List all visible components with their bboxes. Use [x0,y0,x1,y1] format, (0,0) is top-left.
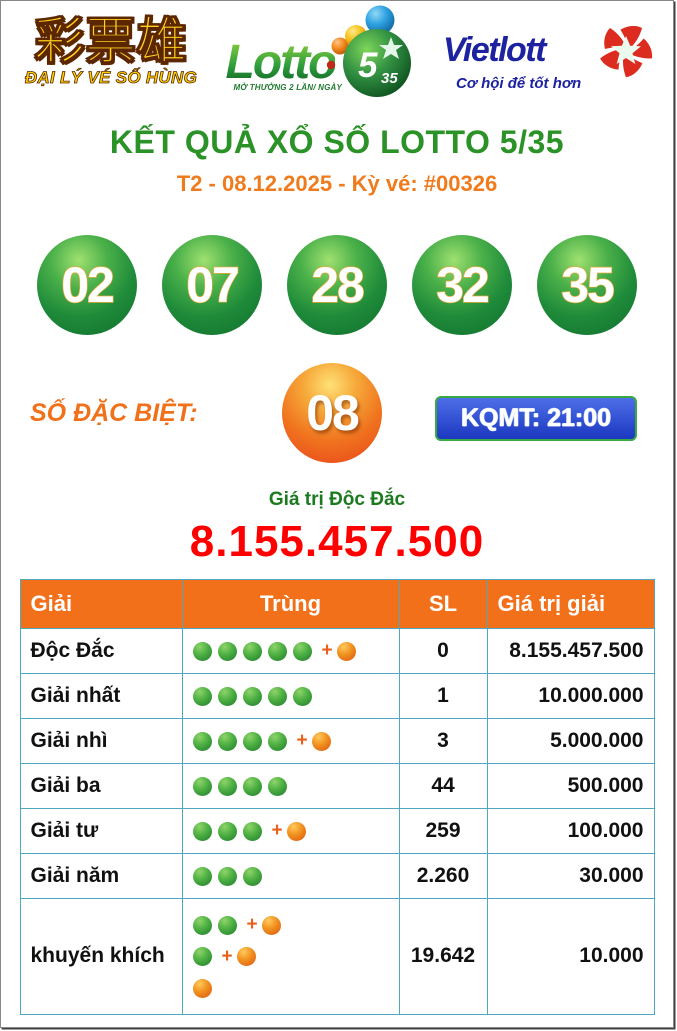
svg-text:35: 35 [381,70,398,87]
svg-text:5: 5 [358,46,378,85]
